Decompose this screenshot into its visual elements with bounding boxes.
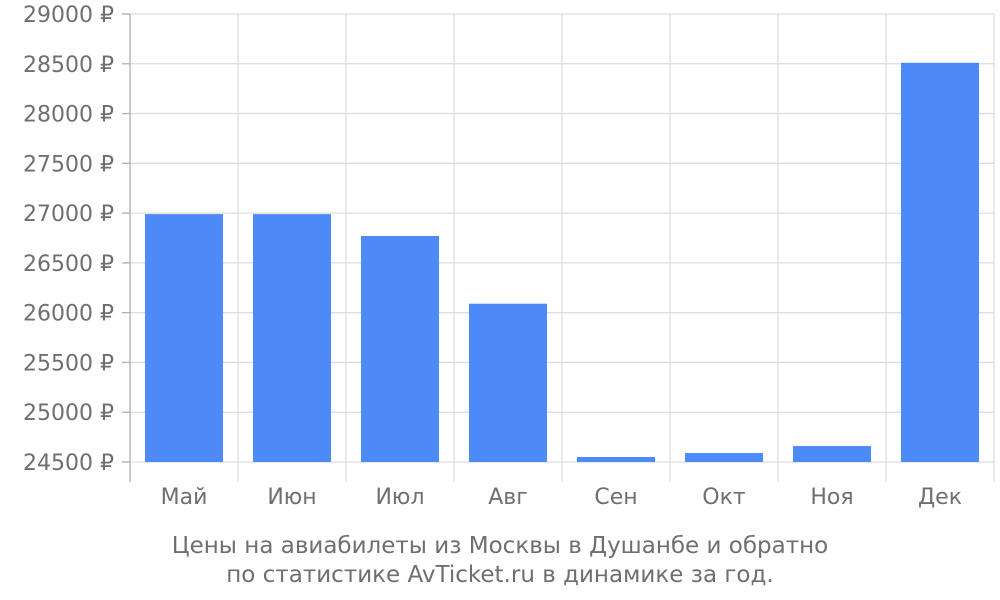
bar-4 [469, 303, 547, 462]
bar-8 [901, 62, 979, 462]
bar-6 [685, 453, 763, 462]
bar-5 [577, 457, 655, 462]
y-tick-label: 28000 ₽ [23, 103, 114, 128]
grid-lines [130, 13, 995, 482]
y-tick-label: 28500 ₽ [23, 53, 114, 78]
x-tick-label: Авг [488, 485, 528, 510]
y-tick-label: 26000 ₽ [23, 302, 114, 327]
chart-caption-line-1: Цены на авиабилеты из Москвы в Душанбе и… [171, 533, 829, 559]
x-tick-label: Май [161, 485, 208, 510]
x-tick-label: Ноя [810, 485, 853, 510]
chart-caption-line-2: по статистике AvTicket.ru в динамике за … [226, 562, 774, 588]
y-tick-labels: 24500 ₽ 25000 ₽ 25500 ₽ 26000 ₽ 26500 ₽ 27000… [23, 3, 114, 476]
bars [145, 62, 979, 462]
x-tick-label: Сен [594, 485, 637, 510]
y-tick-label: 24500 ₽ [23, 451, 114, 476]
y-tick-label: 29000 ₽ [23, 3, 114, 28]
bar-3 [361, 236, 439, 462]
bar-7 [793, 446, 871, 462]
x-tick-label: Окт [702, 485, 746, 510]
bar-2 [253, 214, 331, 462]
bar-1 [145, 214, 223, 462]
y-tick-label: 25000 ₽ [23, 401, 114, 426]
x-tick-label: Дек [918, 485, 962, 510]
y-tick-label: 27000 ₽ [23, 202, 114, 227]
y-tick-label: 25500 ₽ [23, 351, 114, 376]
y-tick-label: 27500 ₽ [23, 152, 114, 177]
y-tick-label: 26500 ₽ [23, 252, 114, 277]
x-tick-label: Июл [375, 485, 424, 510]
x-tick-labels: Май Июн Июл Авг Сен Окт Ноя Дек [161, 485, 962, 510]
axes [122, 13, 131, 482]
x-tick-label: Июн [267, 485, 316, 510]
